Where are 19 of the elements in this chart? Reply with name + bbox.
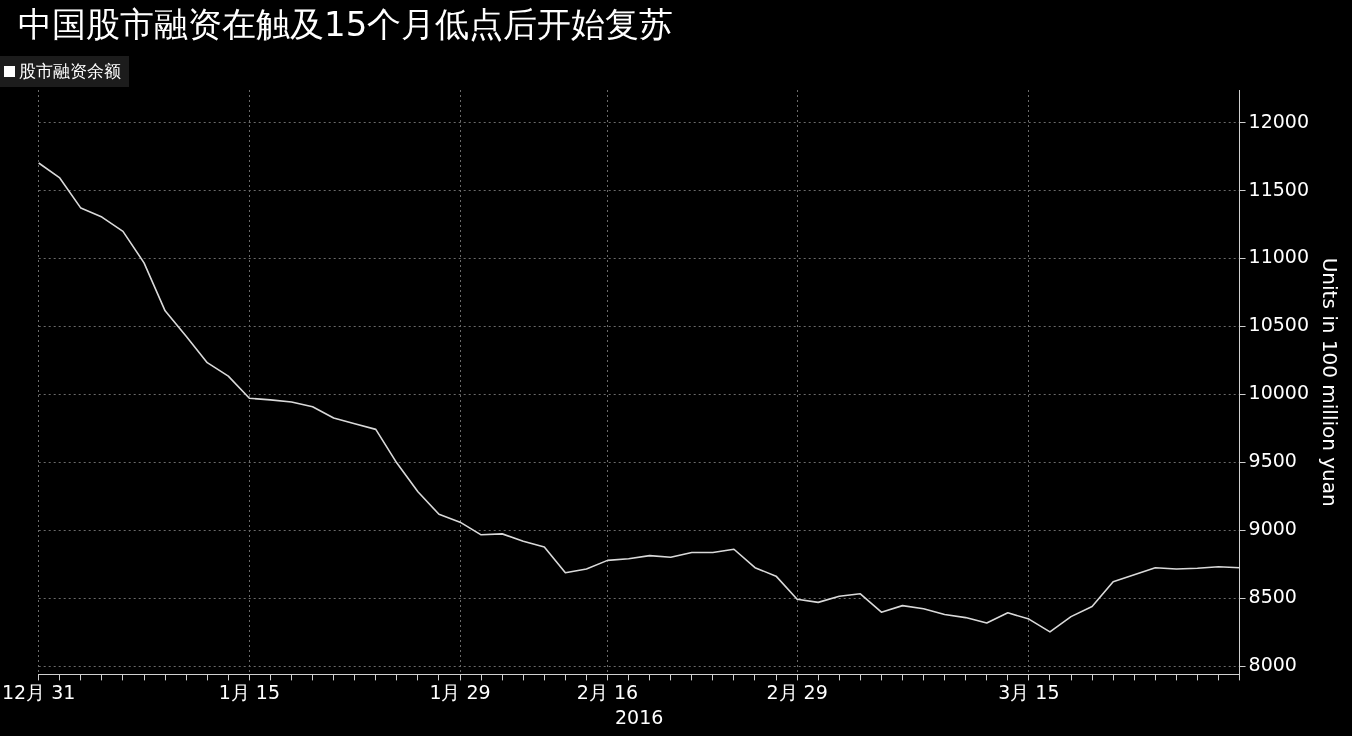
x-tick-label: 3月 15 [998, 680, 1060, 703]
y-tick-label: 11500 [1248, 177, 1310, 200]
chart-title: 中国股市融资在触及15个月低点后开始复苏 [18, 3, 674, 46]
x-tick-label: 2月 16 [576, 680, 639, 703]
y-axis-title: Units in 100 million yuan [1317, 257, 1342, 507]
y-tick-label: 9000 [1248, 517, 1297, 540]
x-tick-label: 2月 29 [766, 680, 828, 703]
y-tick-label: 12000 [1248, 109, 1310, 132]
y-tick-label: 10500 [1248, 313, 1310, 336]
x-tick-label: 1月 29 [429, 680, 491, 703]
x-tick-label: 1月 15 [218, 680, 281, 703]
y-tick-label: 8000 [1248, 653, 1297, 676]
y-tick-label: 10000 [1248, 381, 1310, 404]
text: 股市融资余额 [19, 60, 121, 83]
y-tick-label: 9500 [1248, 449, 1297, 472]
y-tick-label: 8500 [1248, 585, 1297, 608]
x-axis-title: 2016 [614, 705, 664, 728]
y-tick-label: 11000 [1248, 245, 1310, 268]
x-tick-label: 12月 31 [1, 680, 76, 703]
